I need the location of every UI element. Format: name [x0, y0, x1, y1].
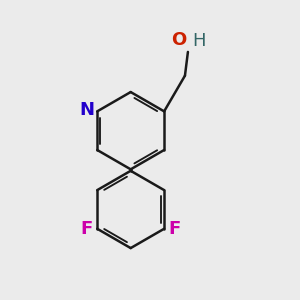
Text: N: N: [80, 101, 95, 119]
Text: F: F: [80, 220, 93, 238]
Text: O: O: [171, 31, 186, 49]
Text: H: H: [192, 32, 206, 50]
Text: F: F: [169, 220, 181, 238]
